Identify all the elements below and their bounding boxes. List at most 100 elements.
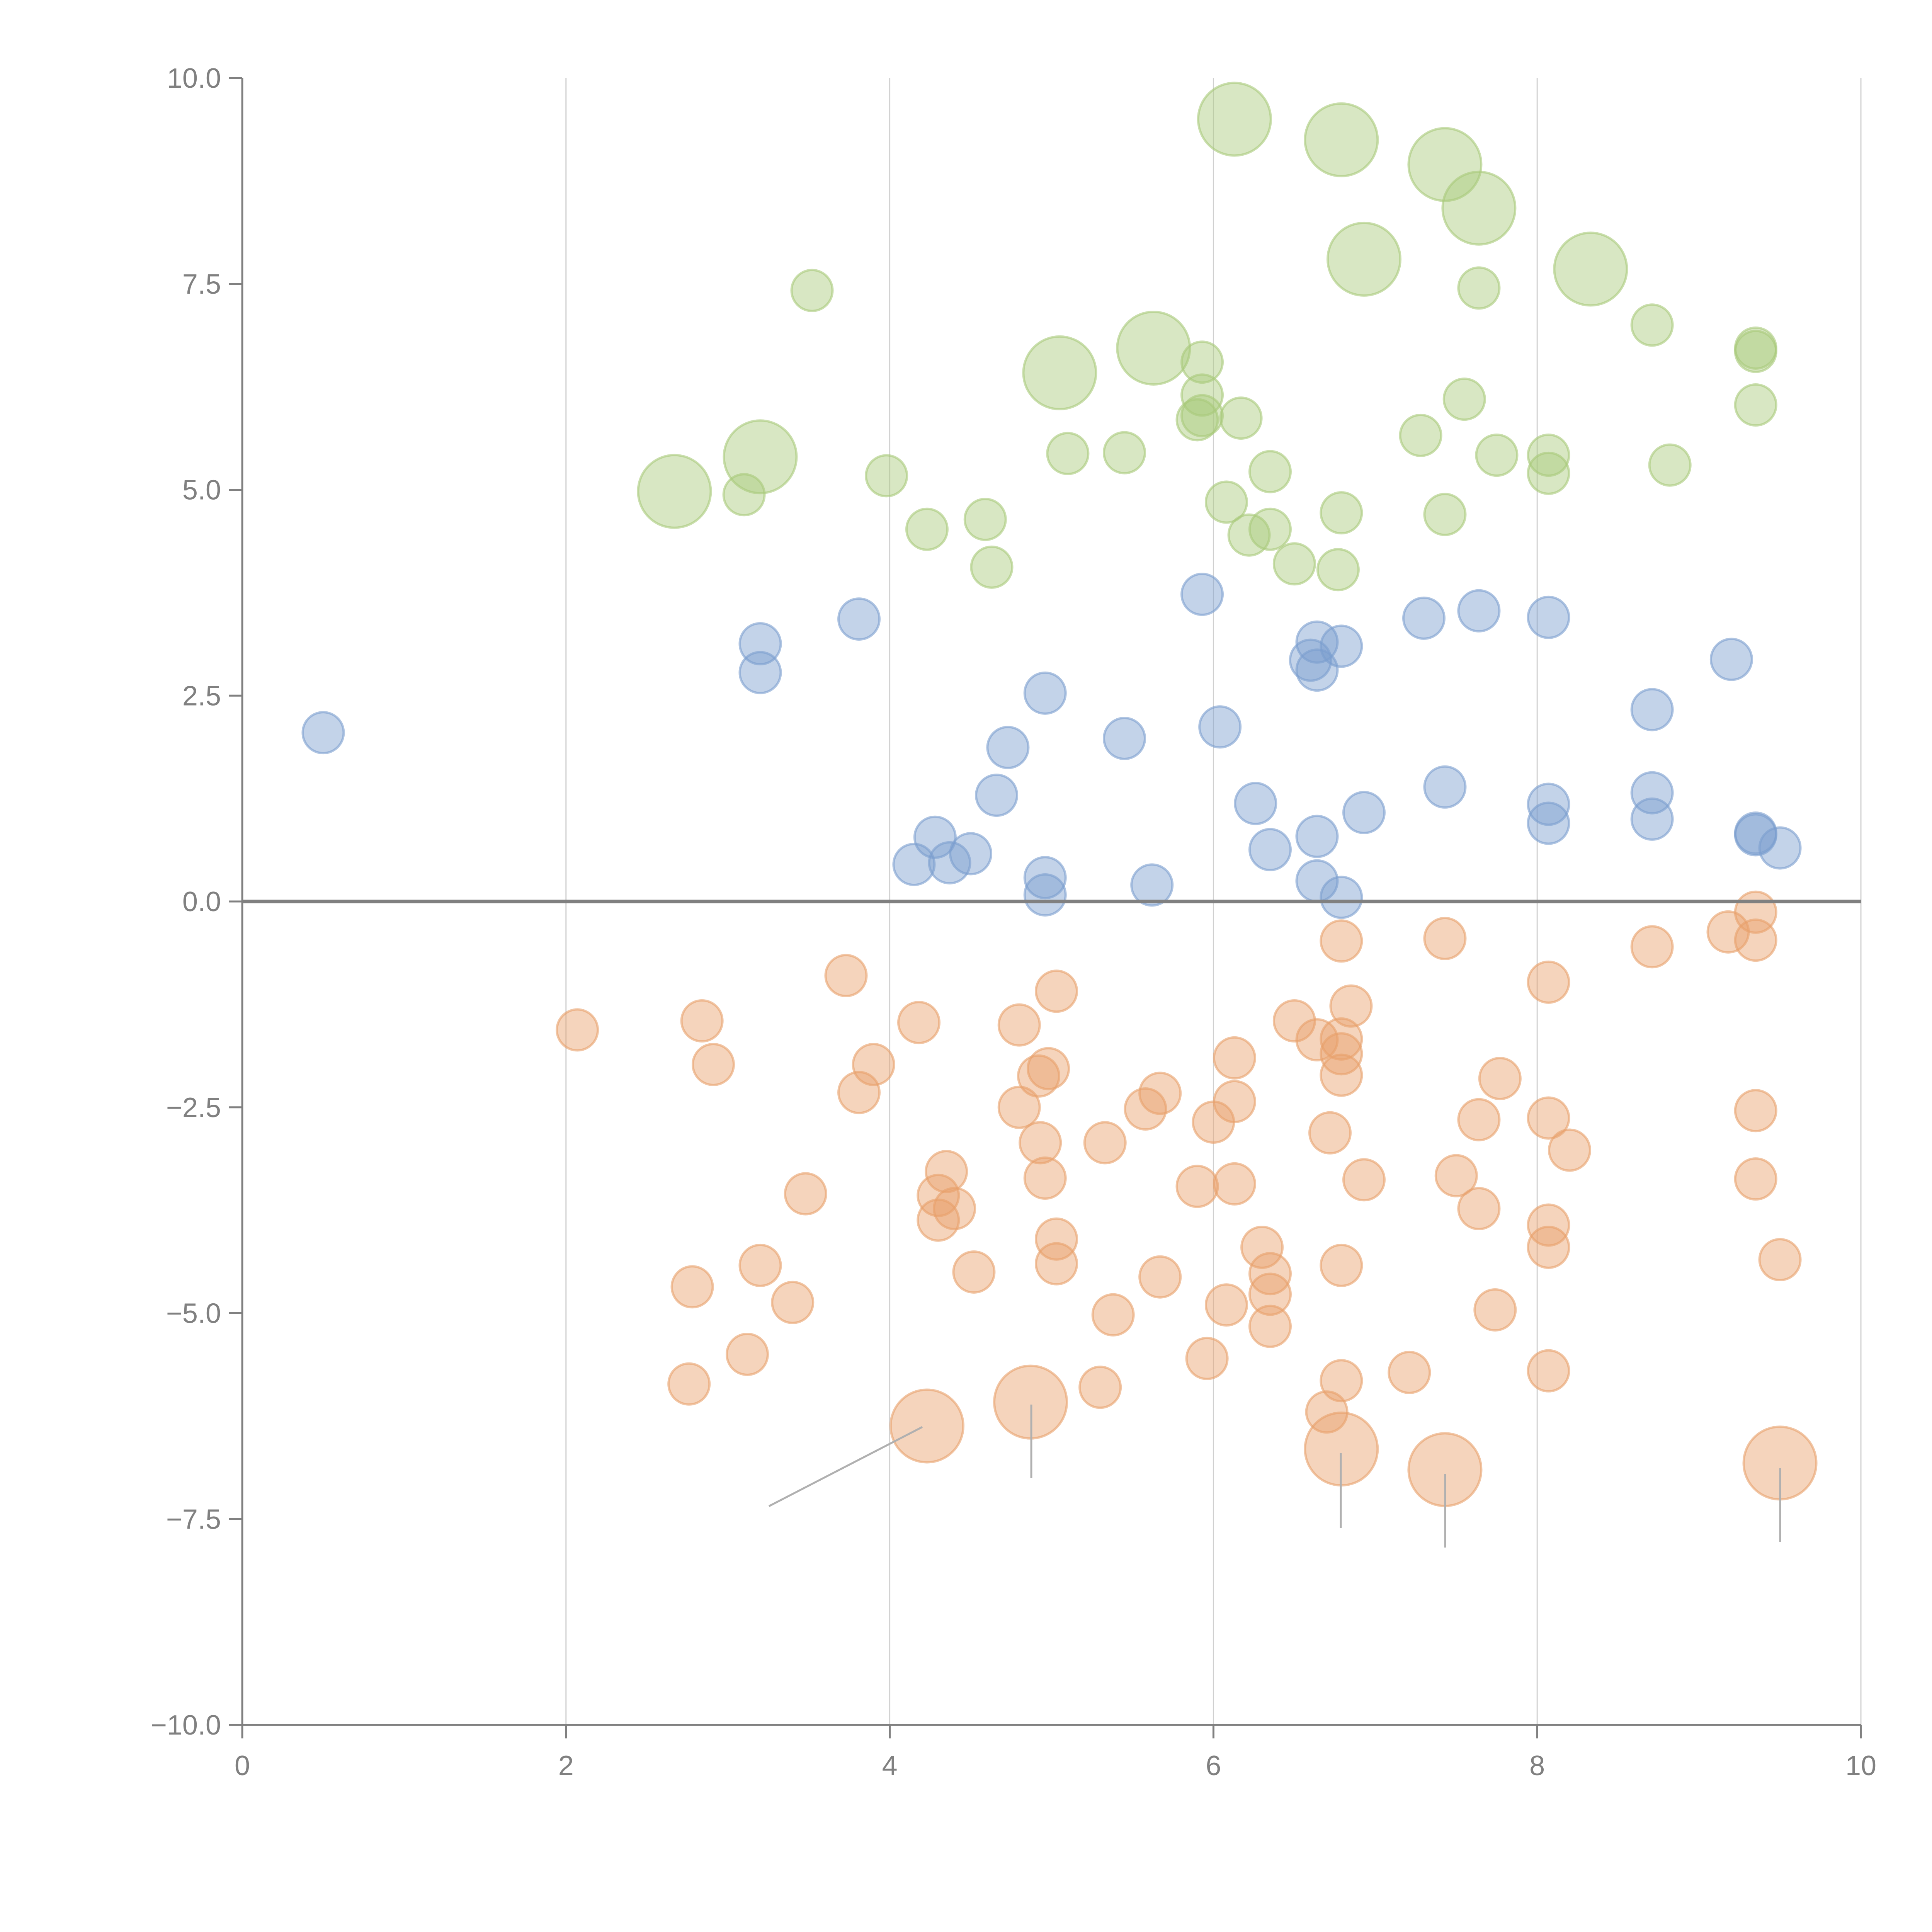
data-point[interactable] (1180, 573, 1224, 616)
data-point[interactable] (1441, 170, 1517, 246)
data-point[interactable] (725, 1333, 769, 1376)
data-point[interactable] (1320, 919, 1363, 963)
data-point[interactable] (1527, 960, 1570, 1004)
data-point[interactable] (1457, 266, 1501, 310)
data-point[interactable] (1734, 813, 1777, 857)
data-point[interactable] (1423, 917, 1467, 960)
data-point[interactable] (1734, 383, 1777, 427)
data-point[interactable] (1213, 1162, 1256, 1206)
data-point[interactable] (1630, 771, 1674, 815)
data-point[interactable] (1248, 507, 1292, 551)
data-point[interactable] (1272, 999, 1316, 1043)
data-point[interactable] (1248, 450, 1292, 493)
data-point[interactable] (680, 999, 724, 1043)
data-point[interactable] (1388, 1350, 1431, 1394)
data-point[interactable] (1630, 688, 1674, 731)
data-point[interactable] (986, 726, 1030, 769)
data-point[interactable] (1175, 1165, 1219, 1208)
data-point[interactable] (1091, 1293, 1135, 1337)
data-point[interactable] (892, 843, 936, 886)
data-point[interactable] (1103, 431, 1146, 474)
data-point[interactable] (1204, 1283, 1248, 1327)
data-point[interactable] (1329, 984, 1373, 1028)
data-point[interactable] (1527, 1203, 1570, 1247)
data-point[interactable] (1035, 1242, 1078, 1286)
data-point[interactable] (1423, 765, 1467, 809)
data-point[interactable] (1180, 394, 1224, 437)
data-point[interactable] (949, 832, 993, 876)
data-point[interactable] (1295, 815, 1339, 858)
data-point[interactable] (1758, 1238, 1802, 1281)
data-point[interactable] (1478, 1057, 1522, 1100)
data-point[interactable] (1734, 1157, 1777, 1201)
data-point[interactable] (865, 454, 908, 498)
data-point[interactable] (1240, 1226, 1284, 1269)
data-point[interactable] (952, 1250, 996, 1294)
data-point[interactable] (1023, 873, 1067, 917)
data-point[interactable] (905, 507, 949, 551)
data-point[interactable] (1527, 595, 1570, 639)
data-point[interactable] (1320, 491, 1363, 535)
data-point[interactable] (784, 1172, 827, 1216)
data-point[interactable] (1630, 925, 1674, 969)
data-point[interactable] (1023, 671, 1067, 715)
data-point[interactable] (1442, 378, 1486, 421)
data-point[interactable] (1213, 1036, 1256, 1080)
data-point[interactable] (1124, 1087, 1167, 1131)
data-point[interactable] (1116, 310, 1191, 386)
data-point[interactable] (1272, 542, 1316, 586)
data-point[interactable] (1227, 513, 1271, 557)
data-point[interactable] (1130, 863, 1174, 907)
data-point[interactable] (691, 1043, 735, 1086)
data-point[interactable] (1234, 782, 1277, 825)
data-point[interactable] (1103, 717, 1146, 760)
data-point[interactable] (1527, 1349, 1570, 1393)
data-point[interactable] (738, 651, 782, 694)
data-point[interactable] (925, 1150, 968, 1193)
data-point[interactable] (1457, 1187, 1501, 1230)
data-point[interactable] (790, 269, 834, 312)
data-point[interactable] (1046, 432, 1090, 475)
data-point[interactable] (1204, 480, 1248, 524)
data-point[interactable] (1295, 648, 1339, 692)
data-point[interactable] (852, 1043, 895, 1086)
data-point[interactable] (897, 1001, 941, 1044)
data-point[interactable] (1197, 82, 1272, 157)
data-point[interactable] (837, 597, 881, 641)
data-point[interactable] (837, 1071, 881, 1114)
data-point[interactable] (1083, 1121, 1127, 1165)
data-point[interactable] (1308, 1111, 1352, 1155)
data-point[interactable] (1304, 102, 1379, 177)
data-point[interactable] (1706, 910, 1750, 954)
data-point[interactable] (1320, 876, 1363, 919)
data-point[interactable] (824, 954, 868, 997)
data-point[interactable] (1630, 303, 1674, 347)
data-point[interactable] (1423, 493, 1467, 536)
data-point[interactable] (1185, 1337, 1229, 1380)
data-point[interactable] (1527, 1226, 1570, 1269)
data-point[interactable] (1320, 1053, 1363, 1097)
data-point[interactable] (1023, 856, 1067, 900)
data-point[interactable] (997, 1085, 1041, 1129)
data-point[interactable] (1734, 330, 1777, 373)
data-point[interactable] (1035, 1217, 1078, 1261)
data-point[interactable] (1019, 1121, 1062, 1165)
data-point[interactable] (1248, 1272, 1292, 1316)
data-point[interactable] (637, 454, 712, 529)
data-point[interactable] (928, 841, 971, 884)
data-point[interactable] (738, 1243, 782, 1287)
data-point[interactable] (1023, 1156, 1067, 1200)
data-point[interactable] (917, 1198, 960, 1242)
data-point[interactable] (670, 1265, 714, 1309)
data-point[interactable] (1630, 797, 1674, 841)
data-point[interactable] (1320, 1017, 1363, 1061)
data-point[interactable] (997, 1003, 1041, 1047)
data-point[interactable] (970, 545, 1014, 589)
data-point[interactable] (1342, 791, 1386, 834)
data-point[interactable] (722, 473, 766, 517)
data-point[interactable] (1734, 1089, 1777, 1133)
data-point[interactable] (1198, 705, 1242, 749)
data-point[interactable] (1326, 221, 1401, 297)
data-point[interactable] (1219, 396, 1263, 440)
data-point[interactable] (1527, 1096, 1570, 1140)
